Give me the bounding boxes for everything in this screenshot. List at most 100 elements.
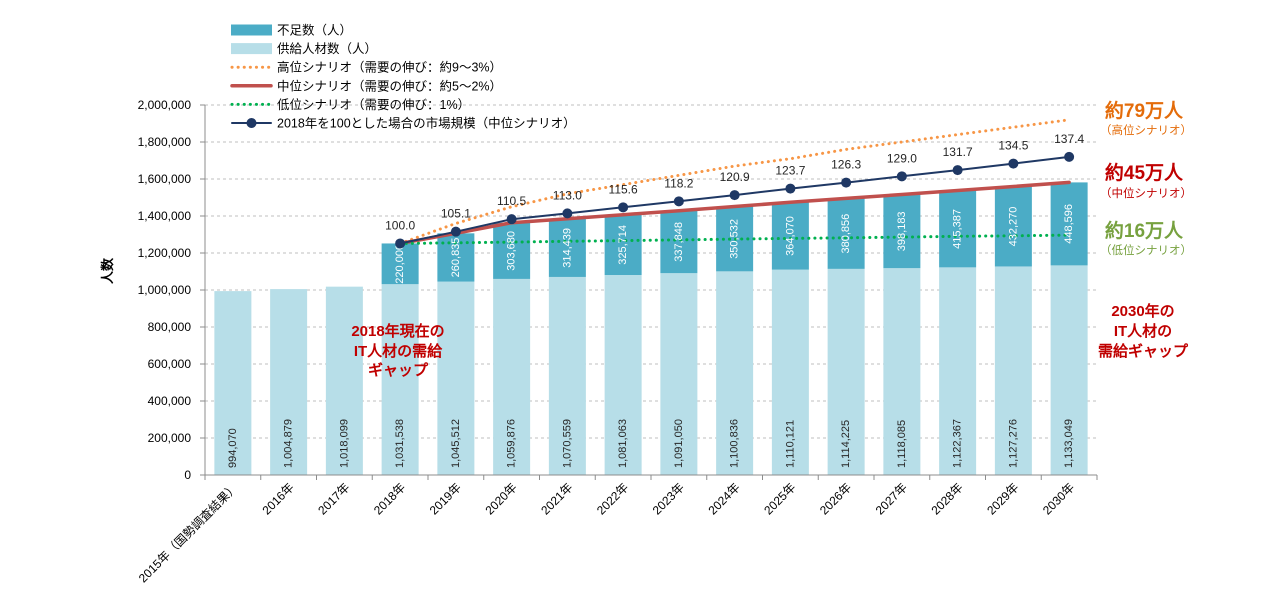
market-size-value-label: 118.2 [664,176,693,190]
shortage-value-label: 325,714 [617,225,629,265]
supply-value-label: 1,110,121 [784,420,796,468]
shortage-bar [827,198,865,269]
legend-label: 高位シナリオ（需要の伸び：約9～3%） [277,60,502,75]
shortage-value-label: 303,680 [506,231,518,271]
market-size-value-label: 126.3 [831,158,861,172]
legend-item: 低位シナリオ（需要の伸び：1%） [230,97,470,112]
x-tick-label: 2030年 [1040,480,1077,517]
supply-bar [827,268,865,475]
high-scenario-line [398,118,1071,245]
market-size-marker [673,196,684,207]
market-size-marker [729,190,740,201]
supply-value-label: 1,091,050 [673,419,685,468]
y-tick-label: 600,000 [148,357,192,371]
shortage-value-label: 314,439 [561,228,573,268]
supply-bar [493,278,531,475]
market-size-marker [562,208,573,219]
supply-bar [994,266,1032,475]
y-tick-label: 1,600,000 [138,172,192,186]
x-tick-label: 2016年 [259,480,296,517]
supply-value-label: 1,122,367 [952,419,964,468]
legend-swatch [231,43,272,55]
low-scenario-line [398,233,1071,245]
supply-value-label: 1,059,876 [506,419,518,468]
market-size-marker [506,214,517,225]
supply-value-label: 1,031,538 [394,419,406,468]
market-size-marker [841,177,852,188]
x-tick-label: 2023年 [650,480,687,517]
x-tick-label: 2020年 [482,480,519,517]
supply-bar [883,268,921,475]
annotations: 約79万人 （高位シナリオ） 約45万人 （中位シナリオ） 約16万人 （低位シ… [351,99,1192,379]
gap-2018-caption-line: IT人材の需給 [354,342,443,360]
legend-item: 中位シナリオ（需要の伸び：約5～2%） [230,78,502,93]
supply-value-label: 1,114,225 [840,420,852,468]
y-tick-label: 200,000 [148,431,192,445]
gap-2030-caption-line: 2030年の [1111,302,1174,320]
market-size-value-label: 120.9 [720,170,750,184]
shortage-value-label: 220,000 [394,244,406,284]
legend-swatch [231,24,272,36]
y-tick-label: 0 [184,468,191,482]
x-tick-label: 2029年 [984,480,1021,517]
legend-item: 不足数（人） [231,23,352,38]
shortage-value-label: 398,183 [896,211,908,251]
legend-item: 高位シナリオ（需要の伸び：約9～3%） [230,60,502,75]
shortage-value-label: 260,835 [450,238,462,278]
x-tick-label: 2027年 [873,480,910,517]
legend-item: 2018年を100とした場合の市場規模（中位シナリオ） [231,116,576,131]
shortage-bar [381,243,419,285]
x-tick-label: 2018年 [371,480,408,517]
legend-label: 供給人材数（人） [277,41,377,56]
x-tick-label: 2024年 [705,480,742,517]
market-size-points: 100.0 105.1 110.5 113.0 115.6 118.2 120.9 123.7… [385,132,1084,249]
bar-value-labels: 994,070 1,004,879 1,018,099 1,031,538 1,045,… [227,204,1075,468]
legend-item: 供給人材数（人） [231,41,377,56]
supply-value-label: 1,127,276 [1007,419,1019,468]
market-size-marker [450,226,461,237]
y-tick-label: 1,200,000 [138,246,192,260]
shortage-value-label: 448,596 [1063,204,1075,244]
y-tick-label: 800,000 [148,320,192,334]
supply-bar [381,284,419,475]
y-tick-label: 1,800,000 [138,135,192,149]
supply-value-label: 1,100,836 [729,419,741,468]
supply-bar [771,269,809,475]
legend-label: 中位シナリオ（需要の伸び：約5～2%） [277,78,502,93]
market-size-value-label: 115.6 [609,182,638,196]
shortage-bar [771,202,809,270]
shortage-bar [939,190,977,268]
shortage-value-label: 350,532 [729,219,741,259]
y-tick-label: 1,400,000 [138,209,192,223]
x-tick-label: 2021年 [538,480,575,517]
market-size-value-label: 100.0 [385,218,415,232]
market-size-value-label: 123.7 [775,164,805,178]
bars [214,182,1088,475]
legend-marker [246,118,257,128]
shortage-bar [1050,182,1088,266]
gap-2030-high-note: （高位シナリオ） [1100,123,1192,137]
gap-2018-caption-line: ギャップ [368,361,429,379]
supply-bar [716,271,754,475]
x-tick-label: 2025年 [761,480,798,517]
shortage-bar [994,186,1032,267]
supply-value-label: 1,081,063 [617,419,629,468]
supply-bar [270,289,308,475]
gap-2030-low-value: 約16万人 [1105,219,1184,242]
market-size-value-label: 134.5 [998,139,1028,153]
x-tick-label: 2026年 [817,480,854,517]
gap-2030-caption-line: IT人材の [1114,322,1172,340]
shortage-value-label: 337,848 [673,222,685,262]
gap-2018-caption-line: 2018年現在の [351,322,444,340]
supply-value-label: 994,070 [227,428,239,468]
market-size-marker [896,171,907,182]
supply-bar [604,275,642,475]
gap-2030-mid-value: 約45万人 [1105,161,1184,184]
y-tick-label: 400,000 [148,394,192,408]
supply-bar [1050,265,1088,475]
supply-value-label: 1,004,879 [283,419,295,468]
gridlines [205,104,1097,439]
market-size-marker [952,165,963,176]
supply-bar [437,281,475,475]
